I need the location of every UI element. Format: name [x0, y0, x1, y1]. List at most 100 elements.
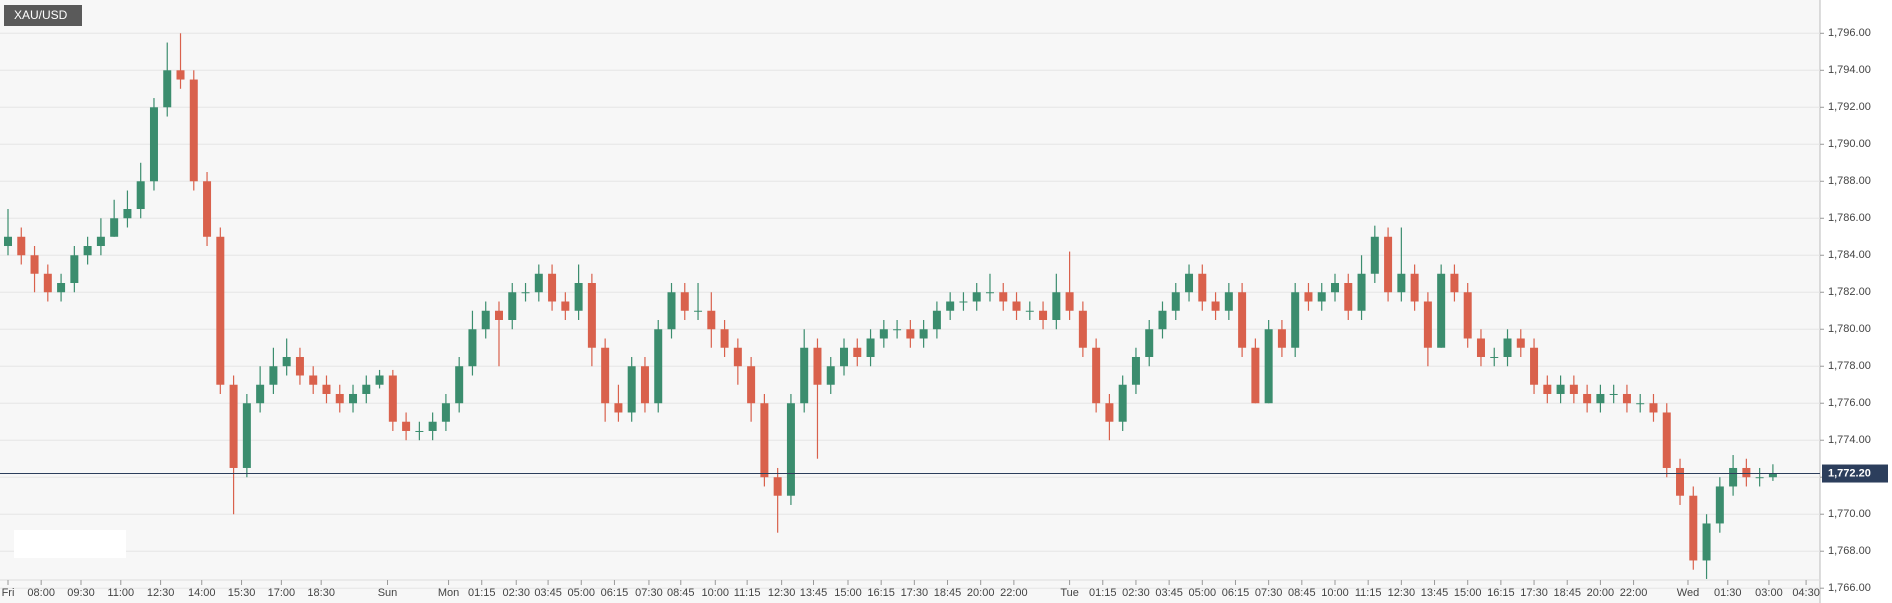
candle-body	[1039, 310, 1048, 320]
x-tick-label: 22:00	[1620, 587, 1648, 599]
candle-body	[468, 329, 477, 367]
current-price-label: 1,772.20	[1828, 467, 1871, 479]
x-tick-label: 08:45	[1288, 587, 1316, 599]
candle-body	[1105, 403, 1114, 422]
candle-body	[786, 403, 795, 496]
candle-body	[879, 329, 888, 339]
x-tick-label: 02:30	[1122, 587, 1150, 599]
candle-body	[1410, 273, 1419, 302]
x-tick-label: 03:45	[534, 587, 562, 599]
candle-body	[866, 338, 875, 357]
candle-body	[1397, 273, 1406, 293]
y-tick-label: 1,770.00	[1828, 508, 1871, 520]
y-tick-label: 1,782.00	[1828, 286, 1871, 298]
y-tick-label: 1,784.00	[1828, 249, 1871, 261]
x-tick-label: 17:30	[901, 587, 929, 599]
candle-body	[1158, 310, 1167, 330]
y-tick-label: 1,766.00	[1828, 582, 1871, 594]
candle-body	[932, 310, 941, 330]
candle-body	[1264, 329, 1273, 404]
candle-body	[1676, 467, 1685, 496]
candle-body	[561, 301, 570, 311]
candle-body	[335, 393, 344, 404]
x-tick-label: 11:15	[734, 587, 761, 599]
x-tick-label: 17:00	[268, 587, 296, 599]
candle-body	[1012, 301, 1021, 311]
x-tick-label: 17:30	[1520, 587, 1548, 599]
x-tick-label: 18:45	[1553, 587, 1581, 599]
x-tick-label: 13:45	[800, 587, 828, 599]
candle-body	[1357, 273, 1366, 311]
candle-body	[1715, 486, 1724, 524]
candle-body	[534, 273, 543, 293]
candle-body	[627, 366, 636, 413]
candle-body	[1131, 356, 1140, 385]
candle-body	[1052, 292, 1061, 320]
candle-body	[1622, 393, 1631, 404]
y-tick-label: 1,792.00	[1828, 101, 1871, 113]
x-tick-label: 06:15	[601, 587, 629, 599]
candle-body	[136, 181, 145, 210]
candle-body	[521, 292, 530, 294]
candle-body	[707, 310, 716, 330]
y-tick-label: 1,786.00	[1828, 212, 1871, 224]
candle-body	[1185, 273, 1194, 293]
candle-body	[1211, 301, 1220, 311]
candle-body	[57, 283, 66, 293]
candle-body	[428, 421, 437, 431]
candle-body	[1742, 467, 1751, 478]
candle-body	[601, 347, 610, 404]
candle-body	[680, 292, 689, 311]
x-tick-label: 06:15	[1222, 587, 1250, 599]
candle-body	[494, 310, 503, 320]
x-tick-label: 12:30	[768, 587, 796, 599]
y-tick-label: 1,790.00	[1828, 138, 1871, 150]
candle-body	[1224, 292, 1233, 311]
x-tick-label: Wed	[1677, 587, 1699, 599]
candle-body	[1317, 292, 1326, 302]
candle-body	[760, 403, 769, 478]
candle-body	[1702, 523, 1711, 561]
x-tick-label: 18:30	[307, 587, 335, 599]
x-tick-label: 20:00	[967, 587, 995, 599]
candle-body	[999, 292, 1008, 302]
candle-body	[415, 430, 424, 432]
candle-body	[1423, 301, 1432, 348]
title-badge	[4, 5, 82, 26]
candle-body	[123, 209, 132, 219]
x-tick-label: 15:00	[1454, 587, 1482, 599]
y-tick-label: 1,796.00	[1828, 27, 1871, 39]
candle-body	[1463, 292, 1472, 339]
candle-body	[322, 384, 331, 394]
y-tick-label: 1,788.00	[1828, 175, 1871, 187]
candle-body	[946, 301, 955, 311]
candle-body	[919, 329, 928, 339]
candle-body	[163, 70, 172, 108]
y-tick-label: 1,780.00	[1828, 323, 1871, 335]
candle-body	[1583, 393, 1592, 404]
x-tick-label: 05:00	[1189, 587, 1217, 599]
candle-body	[1078, 310, 1087, 348]
current-price-badge	[1822, 464, 1888, 483]
x-tick-label: 01:30	[1714, 587, 1742, 599]
candle-body	[4, 236, 12, 247]
candle-body	[1530, 347, 1539, 385]
candle-body	[216, 236, 225, 385]
candle-body	[295, 356, 304, 376]
candle-body	[548, 273, 557, 302]
x-tick-label: 15:00	[834, 587, 862, 599]
candle-body	[587, 283, 596, 348]
candle-body	[256, 384, 265, 404]
y-tick-label: 1,778.00	[1828, 360, 1871, 372]
x-tick-label: 22:00	[1000, 587, 1028, 599]
candle-body	[402, 421, 411, 431]
candle-body	[1755, 477, 1764, 479]
candle-body	[1251, 347, 1260, 404]
x-tick-label: 04:30	[1792, 587, 1820, 599]
candle-body	[1543, 384, 1552, 394]
candle-body	[694, 310, 703, 312]
x-tick-label: 10:00	[1321, 587, 1349, 599]
candle-body	[203, 181, 212, 237]
candle-body	[985, 292, 994, 294]
